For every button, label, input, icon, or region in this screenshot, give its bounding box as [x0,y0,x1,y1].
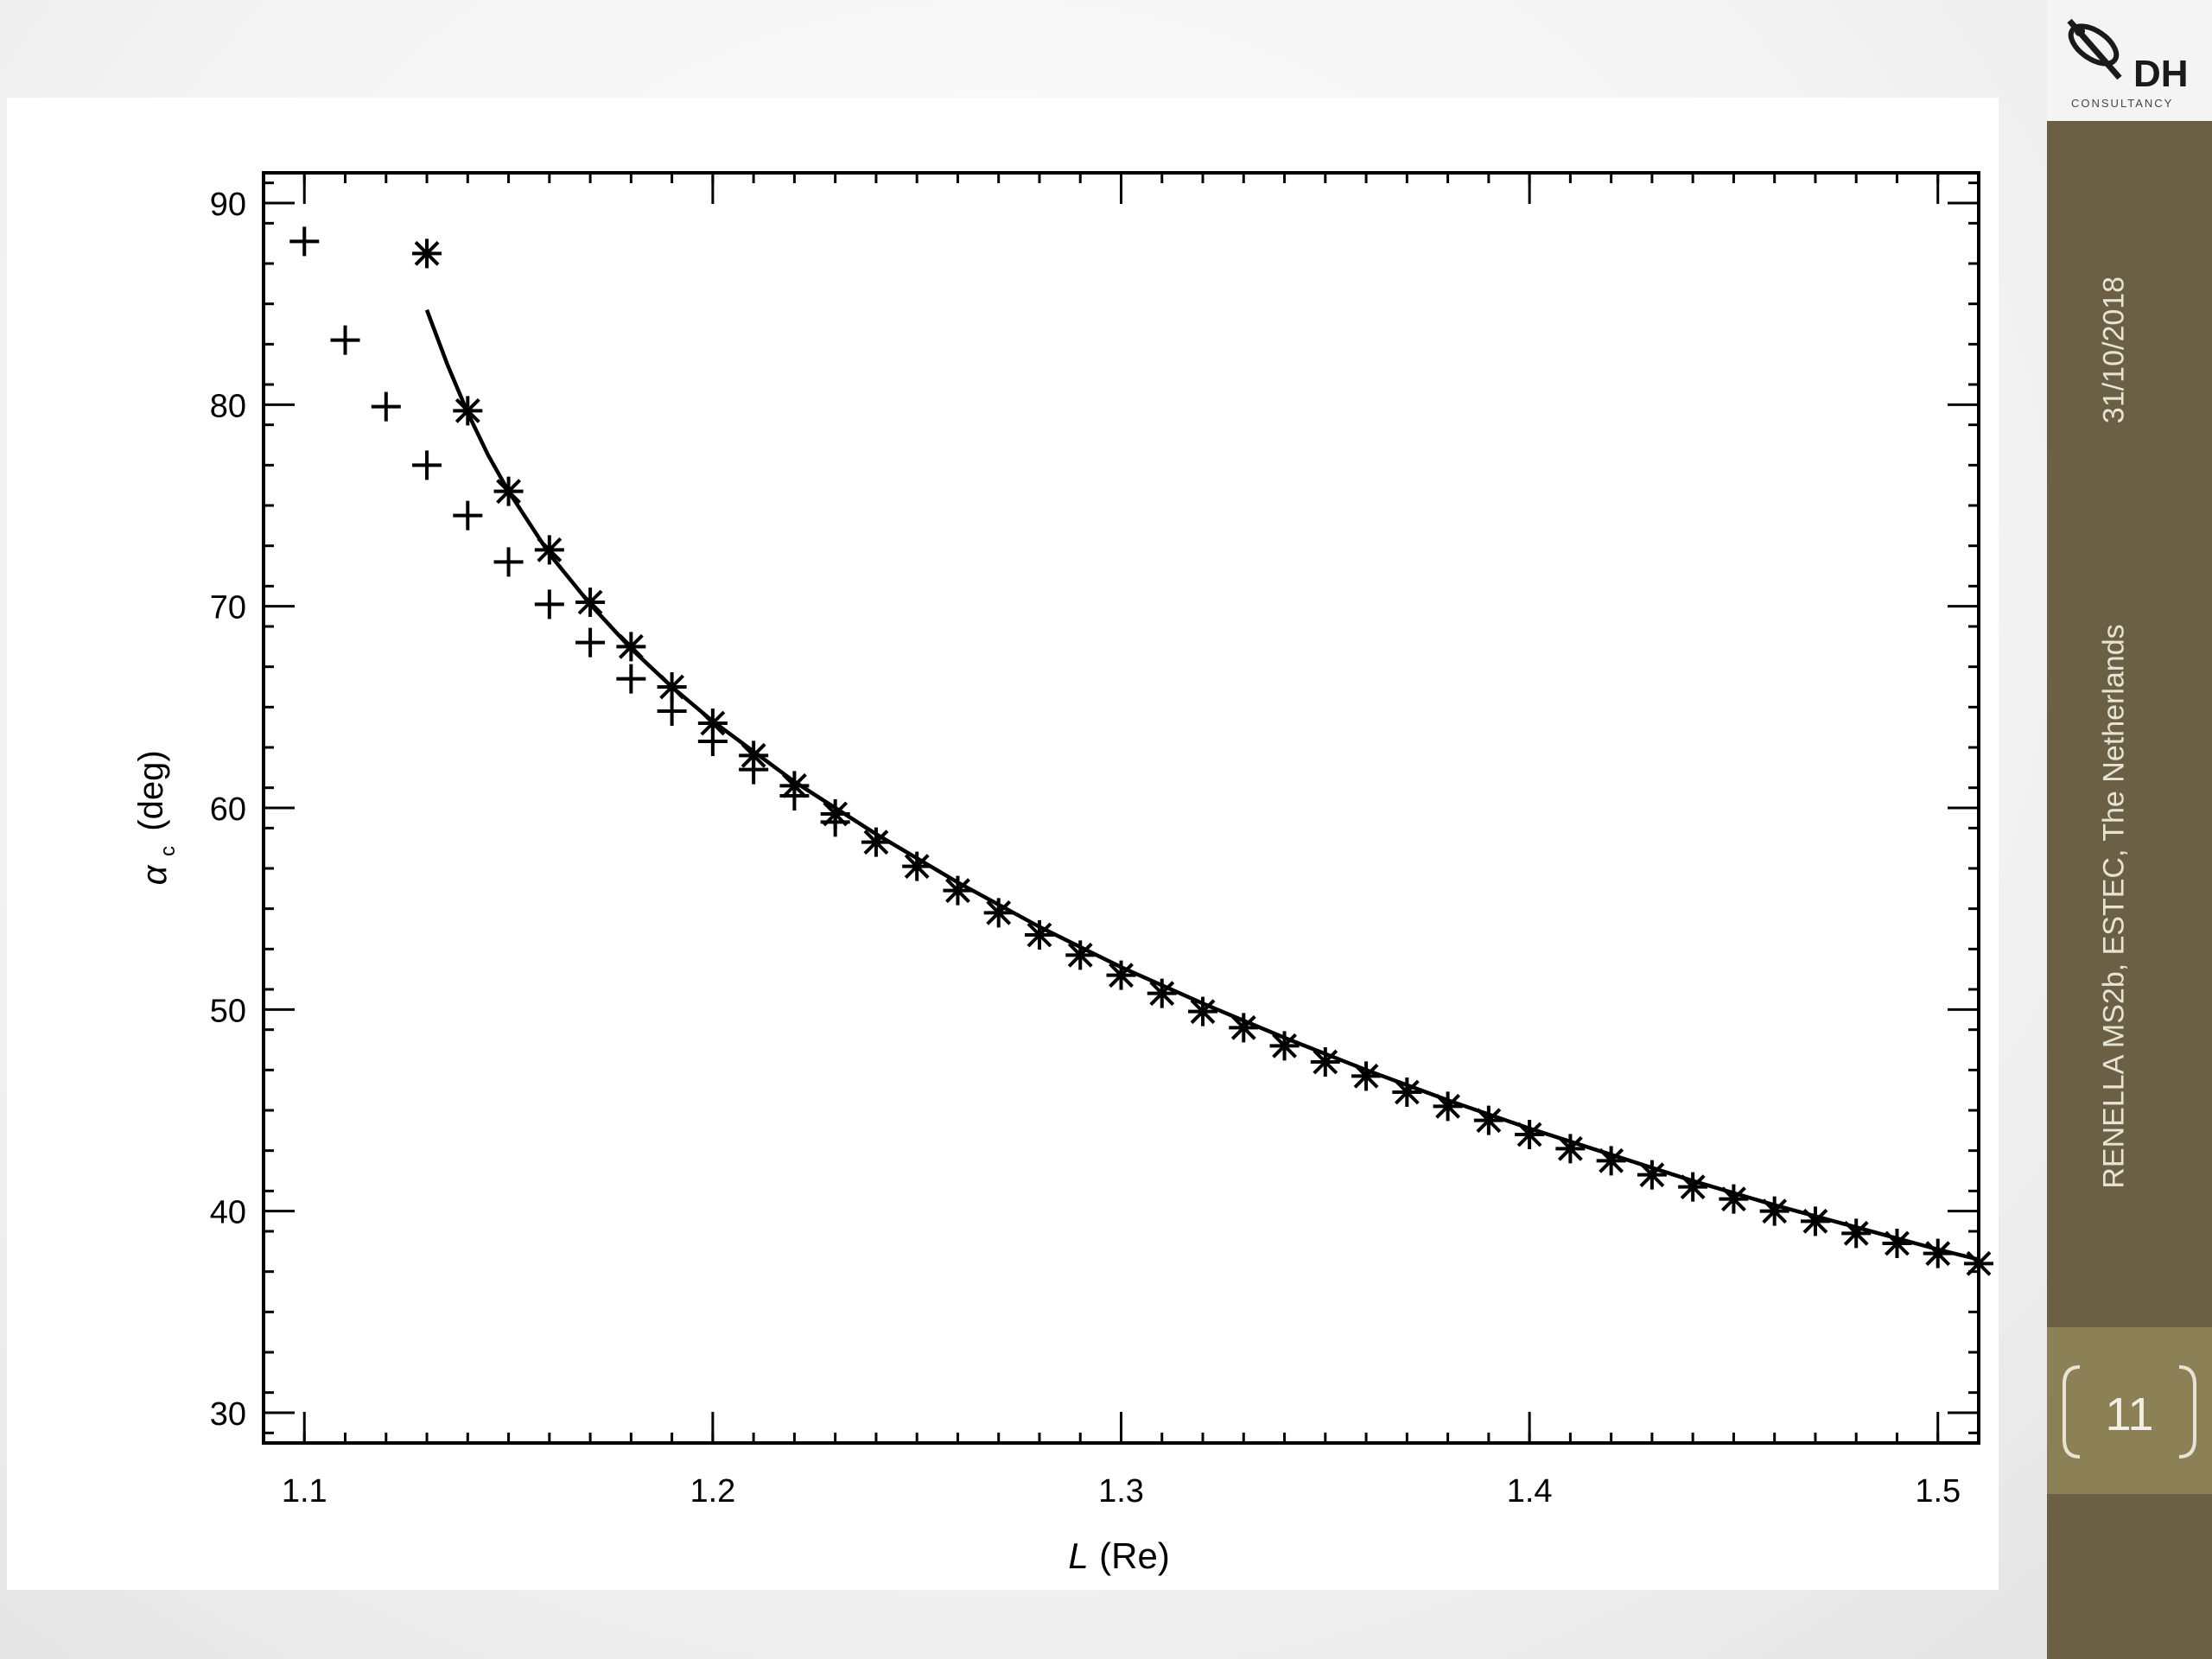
asterisk-point [1473,1105,1503,1135]
asterisk-point [1147,978,1177,1008]
y-tick-label: 30 [210,1396,246,1433]
asterisk-point [1065,940,1096,970]
y-tick-label: 90 [210,187,246,223]
asterisk-point [1882,1229,1912,1258]
asterisk-point [983,898,1014,928]
plus-point [616,664,646,694]
asterisk-point [1106,960,1136,990]
plus-point [289,226,320,257]
x-tick-label: 1.3 [1098,1473,1144,1510]
asterisk-point [1515,1120,1545,1149]
asterisk-point [1923,1238,1953,1268]
plus-point [575,627,606,658]
asterisk-point [739,741,769,771]
asterisk-point [1555,1134,1586,1164]
asterisk-point [1964,1249,1993,1279]
asterisk-point [779,771,810,801]
slide-date: 31/10/2018 [2097,276,2131,424]
logo-subtext: CONSULTANCY [2071,97,2173,110]
y-tick-label: 50 [210,993,246,1029]
x-axis-label-unit: (Re) [1099,1535,1170,1576]
y-axis-label-unit: (deg) [132,750,170,830]
asterisk-point [1596,1146,1626,1176]
company-logo: DH CONSULTANCY [2047,0,2212,121]
plus-point [453,500,483,531]
asterisk-point [1800,1206,1830,1236]
plus-point [412,450,442,480]
page-number-box: 11 [2047,1327,2212,1494]
asterisk-point [1719,1184,1749,1214]
asterisk-point [1351,1061,1382,1091]
x-axis-label-symbol: L [1068,1535,1088,1576]
page-number-bracket-icon [2063,1365,2196,1459]
slide-footer: RENELLA MS2b, ESTEC, The Netherlands [2097,624,2131,1189]
y-axis-label-subscript: c [156,846,180,856]
logo-icon: DH CONSULTANCY [2067,18,2189,110]
y-axis-label-symbol: α [136,864,174,885]
asterisk-point [412,238,442,269]
asterisk-point [1841,1218,1872,1249]
asterisk-point [1392,1077,1422,1107]
asterisk-point [1310,1047,1340,1077]
y-tick-label: 80 [210,388,246,424]
asterisk-point [861,827,891,857]
page-number: 11 [2105,1389,2154,1440]
logo-text: DH [2133,53,2189,95]
plus-point [493,547,524,577]
asterisk-point [1678,1172,1708,1202]
fit-curve [424,308,1980,1262]
asterisk-point [534,535,564,565]
x-tick-label: 1.2 [690,1473,735,1510]
slide-content [7,98,1999,1590]
asterisk-point [1188,996,1218,1027]
y-tick-label: 70 [210,590,246,626]
plus-point [330,325,360,355]
asterisk-point [1024,920,1054,950]
plus-point [371,391,401,422]
asterisk-point [1229,1013,1259,1043]
plus-point [534,589,564,620]
asterisk-point [1269,1031,1300,1061]
asterisk-point [943,875,973,906]
y-tick-label: 40 [210,1195,246,1231]
x-tick-label: 1.5 [1915,1473,1961,1510]
asterisk-point [1759,1196,1789,1226]
asterisk-point [1433,1091,1463,1122]
x-tick-label: 1.1 [282,1473,327,1510]
plot-frame [262,171,1980,1445]
plot-area: 1.1 1.2 1.3 1.4 1.5 30 40 50 60 70 80 90 [210,171,1993,1510]
y-tick-label: 60 [210,791,246,828]
x-tick-label: 1.4 [1507,1473,1553,1510]
asterisk-point [1637,1160,1667,1190]
asterisk-point [820,799,850,829]
asterisk-point [902,851,932,881]
